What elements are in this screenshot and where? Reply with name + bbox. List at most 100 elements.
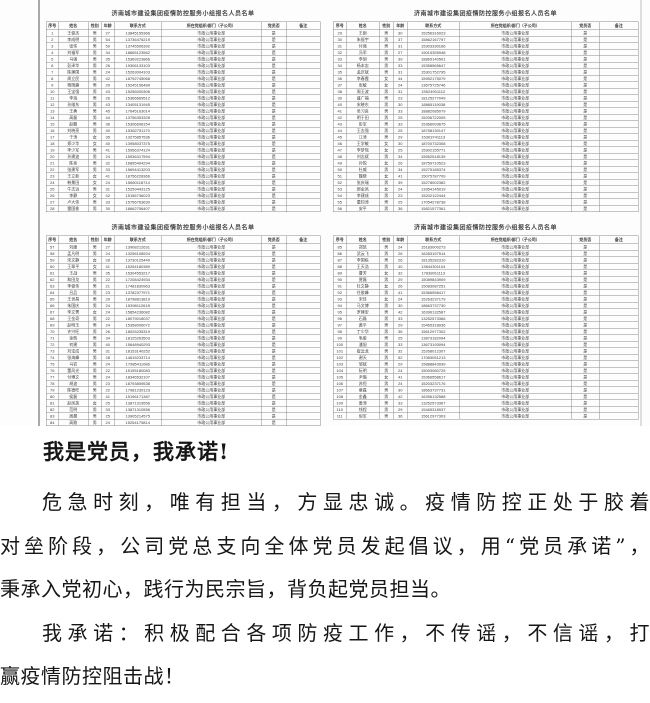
table-row: 49 孙悦女 26 18759710523 市政公用事业部是 [333, 159, 639, 167]
table-row: 111 倪军男 36 15612977303 市政公用事业部是 [333, 412, 639, 420]
header-row: 序号 姓名 性别 年龄 联系方式 所在党组织/部门（子公司） 党员否 备注 [46, 21, 321, 30]
table-title: 济南城市建设集团疫情防控服务小组报名人员名单 [413, 224, 557, 231]
header-cell: 性别 [379, 21, 394, 30]
table-row: 99 毛俊男 25 13873182094 市政公用事业部是 [333, 334, 639, 342]
table-row: 3 张伟男 59 13745506392 市政公用事业部是 [46, 42, 321, 50]
cell: 28 [46, 205, 59, 212]
cell: 是 [261, 205, 287, 212]
letter-line: 秉承入党初心，践行为民宗旨，背负起党员担当。 [0, 577, 451, 601]
table-row: 58 孟凡明男 24 13256108924 市政公用事业部是 [46, 250, 321, 257]
header-cell: 联系方式 [407, 235, 460, 244]
table-row: 60 王翠平女 41 15254180389 市政公用事业部是 [46, 263, 321, 270]
table-row: 12 孙维东男 43 13405131945 市政公用事业部是 [46, 101, 321, 108]
table-row: 8 周立民男 42 18792745068 市政公用事业部是 [46, 75, 321, 82]
letter-line: 我承诺：积极配合各项防疫工作，不传谣，不信谣，打 [42, 620, 650, 645]
header-cell: 备注 [599, 235, 639, 244]
header-cell: 性别 [379, 235, 394, 244]
table-row: 18 郑少华女 40 13958037375 市政公用事业部是 [46, 140, 321, 147]
header-cell: 序号 [46, 235, 59, 244]
header-row: 序号 姓名 性别 年龄 联系方式 所在党组织/部门（子公司） 党员否 备注 [333, 235, 639, 244]
header-cell: 姓名 [346, 21, 380, 30]
cell: 111 [333, 412, 347, 420]
cell: 高歌 [58, 419, 89, 426]
table-row: 31 付强男 31 15303330166 市政公用事业部是 [333, 42, 639, 50]
table-row: 74 张海峰男 28 14615233714 市政公用事业部是 [46, 354, 321, 361]
header-cell: 联系方式 [114, 21, 162, 30]
table-row: 27 卢大伟男 33 15756763630 市政公用事业部是 [46, 198, 321, 206]
cell: 是 [261, 419, 287, 426]
cell: 市政公用事业部 [161, 205, 262, 212]
cell [599, 205, 639, 212]
table-row: 86 武云飞男 26 16283157514 市政公用事业部是 [333, 250, 639, 257]
header-cell: 党员否 [261, 235, 287, 244]
letter-line: 危急时刻，唯有担当，方显忠诚。疫情防控正处于胶着 [42, 490, 650, 514]
header-cell: 党员否 [571, 21, 600, 30]
header-cell: 性别 [88, 21, 102, 30]
cell: 安平 [346, 205, 380, 212]
table-row: 51 魏晓女 41 15075787709 市政公用事业部是 [333, 172, 639, 180]
roster-table: 序号 姓名 性别 年龄 联系方式 所在党组织/部门（子公司） 党员否 备注 1 王俊杰男 27 138… [46, 21, 321, 212]
cell: 是 [571, 412, 600, 420]
table-row: 17 于涛女 35 13275857536 市政公用事业部是 [46, 133, 321, 141]
table-row: 6 彭泽华男 26 19306133103 市政公用事业部是 [46, 62, 321, 69]
header-cell: 联系方式 [407, 21, 460, 30]
header-cell: 姓名 [58, 235, 89, 244]
table-row: 73 刘宝成男 31 18153140252 市政公用事业部是 [46, 347, 321, 355]
table-row: 62 和田龙男 22 17208424934 市政公用事业部是 [46, 276, 321, 283]
cell: 是 [571, 205, 600, 212]
table-row: 80 侯磊男 41 15196171387 市政公用事业部是 [46, 393, 321, 400]
cell: 56 [333, 205, 347, 212]
header-cell: 序号 [333, 21, 347, 30]
cell: 84 [46, 419, 59, 426]
table-row: 19 李少军男 41 15956374124 市政公用事业部是 [46, 146, 321, 154]
table-row: 41 吴习良男 33 18882085079 市政公用事业部是 [333, 107, 639, 115]
cell: 市政公用事业部 [459, 205, 572, 212]
header-cell: 姓名 [346, 235, 380, 244]
table-row: 71 徐辉男 34 18125263503 市政公用事业部是 [46, 334, 321, 342]
cell: 男 [88, 419, 102, 426]
table-row: 91 杜文静女 26 15083087251 市政公用事业部是 [333, 282, 639, 290]
header-cell: 序号 [46, 21, 59, 30]
letter-line: 赢疫情防控阻击战！ [0, 664, 185, 688]
table-row: 55 董钧涛男 25 17054278738 市政公用事业部是 [333, 198, 639, 206]
table-title: 济南城市建设集团疫情防控服务小组报名人员名单 [413, 10, 557, 17]
cell: 雷国栋 [58, 205, 89, 212]
table-row: 14 高磊男 44 13756353328 市政公用事业部是 [46, 114, 321, 121]
table-row: 36 李春霞女 44 15952175079 市政公用事业部是 [333, 75, 639, 82]
cell [286, 205, 321, 212]
table-row: 4 刘福军男 34 18665123562 市政公用事业部是 [46, 49, 321, 56]
header-cell: 所在党组织/部门（子公司） [161, 21, 262, 30]
scan-region: 济南城市建设集团疫情防控服务小组报名人员名单 序号 姓名 性别 年龄 联系方式 所在党组织… [38, 0, 642, 426]
header-cell: 备注 [286, 21, 321, 30]
cell: 30 [101, 205, 115, 212]
table-row: 56 安平男 36 15821577361 市政公用事业部是 [333, 205, 639, 212]
table-row: 94 马文博男 30 18663737730 市政公用事业部是 [333, 302, 639, 309]
roster-table: 序号 姓名 性别 年龄 联系方式 所在党组织/部门（子公司） 党员否 备注 85 郑凯男 24 151… [333, 235, 639, 420]
table-row: 5 马强男 35 15369223866 市政公用事业部是 [46, 55, 321, 63]
roster-page-3: 济南城市建设集团疫情防控服务小组报名人员名单 序号 姓名 性别 年龄 联系方式 所在党组织… [46, 223, 321, 426]
header-cell: 性别 [88, 235, 102, 244]
table-row: 13 王勇男 45 17645163014 市政公用事业部是 [46, 107, 321, 115]
header-cell: 序号 [333, 235, 347, 244]
cell: 男 [88, 205, 102, 212]
cell: 倪军 [346, 412, 380, 420]
letter-line: 对垒阶段，公司党总支向全体党员发起倡议，用“党员承诺”， [0, 533, 650, 558]
roster-table: 序号 姓名 性别 年龄 联系方式 所在党组织/部门（子公司） 党员否 备注 29 王刚男 30 152… [333, 21, 639, 212]
table-title: 济南城市建设集团疫情防控服务小组报名人员名单 [111, 10, 255, 17]
table-title: 济南城市建设集团疫情防控服务小组报名人员名单 [111, 224, 255, 231]
roster-page-4: 济南城市建设集团疫情防控服务小组报名人员名单 序号 姓名 性别 年龄 联系方式 所在党组织… [333, 223, 639, 420]
table-row: 92 任俊峰男 41 15366558417 市政公用事业部是 [333, 289, 639, 296]
header-cell: 姓名 [58, 21, 89, 30]
table-row: 98 丁少华男 36 15612977302 市政公用事业部是 [333, 328, 639, 335]
header-cell: 党员否 [261, 21, 287, 30]
cell: 24 [101, 419, 115, 426]
page-edge-right-line [640, 0, 642, 426]
table-row: 69 赵明玉男 24 15358006072 市政公用事业部是 [46, 321, 321, 329]
table-row: 10 王宝强男 43 15256000306 市政公用事业部是 [46, 88, 321, 95]
header-cell: 年龄 [393, 21, 408, 30]
table-row: 23 王立新女 41 18756228366 市政公用事业部是 [46, 172, 321, 180]
table-row: 28 雷国栋男 30 18662756407 市政公用事业部是 [46, 205, 321, 212]
table-row: 1 王俊杰男 27 13845155366 市政公用事业部是 [46, 29, 321, 37]
table-row: 52 张庆瑞男 39 15278002382 市政公用事业部是 [333, 179, 639, 186]
header-row: 序号 姓名 性别 年龄 联系方式 所在党组织/部门（子公司） 党员否 备注 [46, 235, 321, 244]
